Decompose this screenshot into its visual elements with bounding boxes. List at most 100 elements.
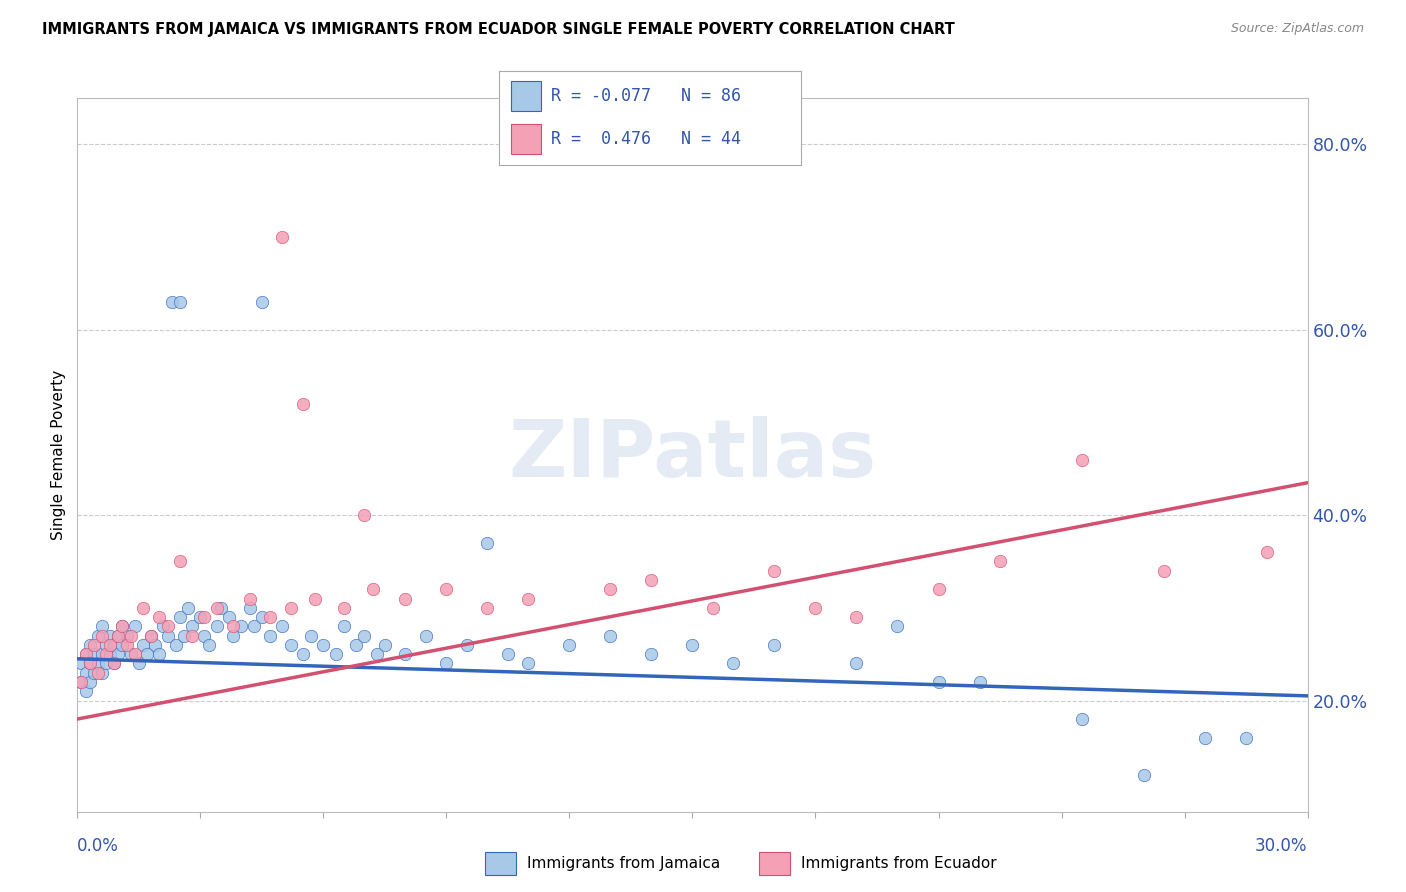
Text: Source: ZipAtlas.com: Source: ZipAtlas.com bbox=[1230, 22, 1364, 36]
Point bbox=[87, 657, 110, 671]
Point bbox=[141, 629, 163, 643]
Point bbox=[124, 647, 146, 661]
Point bbox=[103, 657, 125, 671]
Point bbox=[231, 619, 253, 633]
Point bbox=[103, 638, 125, 652]
Point bbox=[197, 638, 219, 652]
Point bbox=[259, 610, 281, 624]
Point bbox=[250, 295, 273, 310]
Point bbox=[111, 619, 134, 633]
Point bbox=[344, 638, 367, 652]
Point bbox=[436, 582, 458, 597]
Point bbox=[98, 638, 121, 652]
Point bbox=[304, 591, 326, 606]
Point bbox=[415, 629, 437, 643]
Point bbox=[75, 665, 97, 680]
Point bbox=[640, 647, 662, 661]
Point bbox=[763, 638, 786, 652]
Bar bbox=[512, 124, 541, 153]
Point bbox=[148, 647, 170, 661]
Point bbox=[477, 600, 499, 615]
Point bbox=[333, 619, 356, 633]
Point bbox=[193, 610, 215, 624]
Point bbox=[682, 638, 704, 652]
Point bbox=[128, 657, 150, 671]
Point bbox=[218, 610, 240, 624]
Point bbox=[271, 230, 294, 244]
Point bbox=[333, 600, 356, 615]
Point bbox=[886, 619, 908, 633]
Point bbox=[177, 600, 200, 615]
Point bbox=[87, 665, 110, 680]
Point bbox=[132, 638, 155, 652]
Point bbox=[259, 629, 281, 643]
Point bbox=[205, 600, 228, 615]
Point bbox=[111, 619, 134, 633]
Point bbox=[79, 657, 101, 671]
Point bbox=[1256, 545, 1278, 559]
Point bbox=[928, 675, 950, 690]
Point bbox=[280, 600, 302, 615]
Text: Immigrants from Jamaica: Immigrants from Jamaica bbox=[527, 856, 720, 871]
Point bbox=[132, 600, 155, 615]
Point bbox=[70, 675, 93, 690]
Point bbox=[456, 638, 478, 652]
Point bbox=[239, 591, 262, 606]
Point bbox=[517, 591, 540, 606]
Point bbox=[436, 657, 458, 671]
Point bbox=[94, 638, 117, 652]
Point bbox=[70, 657, 93, 671]
Point bbox=[111, 638, 134, 652]
Point bbox=[83, 638, 105, 652]
Point bbox=[1153, 564, 1175, 578]
Point bbox=[988, 554, 1011, 568]
Point bbox=[723, 657, 745, 671]
Point bbox=[143, 638, 166, 652]
Point bbox=[222, 619, 245, 633]
Point bbox=[291, 647, 314, 661]
Point bbox=[120, 647, 142, 661]
Point bbox=[1071, 712, 1094, 726]
Point bbox=[394, 591, 416, 606]
Point bbox=[75, 647, 97, 661]
Point bbox=[928, 582, 950, 597]
Point bbox=[558, 638, 581, 652]
Point bbox=[374, 638, 396, 652]
Point bbox=[165, 638, 187, 652]
Point bbox=[205, 619, 228, 633]
Point bbox=[75, 684, 97, 698]
Point bbox=[90, 647, 114, 661]
Point bbox=[181, 619, 204, 633]
Point bbox=[1234, 731, 1257, 745]
Point bbox=[193, 629, 215, 643]
Point bbox=[599, 582, 621, 597]
Point bbox=[361, 582, 384, 597]
Point bbox=[242, 619, 264, 633]
Point bbox=[845, 610, 868, 624]
Point bbox=[1194, 731, 1216, 745]
Text: R =  0.476   N = 44: R = 0.476 N = 44 bbox=[551, 130, 741, 148]
Text: 30.0%: 30.0% bbox=[1256, 837, 1308, 855]
Point bbox=[148, 610, 170, 624]
Point bbox=[763, 564, 786, 578]
Point bbox=[90, 619, 114, 633]
Point bbox=[366, 647, 388, 661]
Point bbox=[173, 629, 195, 643]
Point bbox=[517, 657, 540, 671]
Point bbox=[325, 647, 347, 661]
Point bbox=[353, 508, 375, 523]
Point bbox=[1071, 452, 1094, 467]
Point bbox=[107, 647, 129, 661]
Text: Immigrants from Ecuador: Immigrants from Ecuador bbox=[801, 856, 997, 871]
Y-axis label: Single Female Poverty: Single Female Poverty bbox=[51, 370, 66, 540]
Point bbox=[209, 600, 232, 615]
Point bbox=[239, 600, 262, 615]
Point bbox=[75, 647, 97, 661]
Point bbox=[107, 629, 129, 643]
Point bbox=[156, 629, 179, 643]
Text: 0.0%: 0.0% bbox=[77, 837, 120, 855]
Point bbox=[87, 629, 110, 643]
Point bbox=[79, 657, 101, 671]
Point bbox=[90, 629, 114, 643]
Point bbox=[141, 629, 163, 643]
